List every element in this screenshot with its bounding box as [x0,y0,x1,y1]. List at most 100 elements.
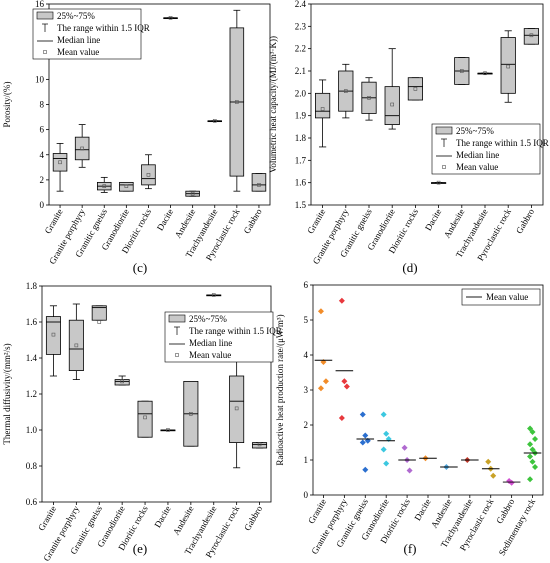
y-tick-label: 2.1 [295,66,306,76]
panel-label: (e) [133,541,147,556]
data-point [362,432,369,439]
legend-label: Median line [456,150,499,160]
y-tick-label: 0.6 [26,497,38,507]
mean-marker [436,180,441,185]
legend-label: Mean value [456,162,498,172]
y-tick-label: 1.2 [26,389,37,399]
y-tick-label: 6 [40,125,45,135]
legend-mean-swatch [442,165,446,169]
iqr-box [251,173,267,192]
y-tick-label: 10 [35,74,45,84]
iqr-box [52,153,68,172]
data-point [317,385,324,392]
mean-marker [413,87,418,91]
y-tick-label: 2 [40,175,45,185]
mean-marker [120,379,124,384]
box-8 [500,30,516,103]
mean-marker [257,442,262,447]
legend-label: Mean value [57,47,99,57]
x-category-label: Granite [36,504,58,532]
data-point [527,476,534,483]
legend-mean-swatch [43,50,47,54]
data-point [406,467,413,474]
iqr-box [74,136,90,161]
legend-label: The range within 1.5 IQR [189,326,282,336]
box-5 [431,180,447,185]
x-category-label: Granite [306,497,328,525]
y-tick-label: 0 [40,200,45,210]
y-tick-label: 4 [304,350,309,360]
x-category-label: Gabbro [494,497,516,526]
box-3 [119,181,134,192]
chart-panel-2: 1.5 1.6 1.7 1.8 1.9 2.0 2.1 2.2 2.3 2.4 Volumetric… [268,0,549,275]
data-point [322,378,329,385]
panel-label: (f) [404,541,417,556]
mean-marker [166,428,170,432]
box-2 [96,176,112,193]
iqr-box [500,37,516,94]
box-8 [229,9,245,192]
iqr-box [141,164,156,186]
x-category-label: Gabbro [242,207,264,236]
data-point [527,453,534,460]
mean-marker [390,102,395,107]
x-category-label: Dacite [412,497,432,522]
mean-marker [124,184,129,188]
legend: 25%~75% The range within 1.5 IQR Median li… [164,311,282,363]
mean-marker [51,332,56,337]
iqr-box [315,92,331,119]
mean-marker [459,69,464,73]
box-5 [160,428,176,432]
box-1 [338,63,354,119]
data-point [529,429,536,435]
mean-marker [146,173,151,177]
data-point [341,378,348,385]
iqr-box [114,379,130,386]
series-1 [335,297,354,421]
y-tick-label: 2 [304,420,309,430]
mean-marker [97,320,102,324]
plot-frame [310,3,544,206]
box-2 [361,77,377,121]
data-point [383,430,390,437]
box-0 [315,79,331,148]
y-tick-label: 8 [40,100,45,110]
data-point [338,415,345,421]
box-6 [454,57,470,85]
x-category-label: Granite [305,207,327,235]
chart-panel-3: 0.6 0.8 1.0 1.2 1.4 1.6 1.8 Thermal diffusivity… [2,281,282,563]
iqr-box [229,375,245,443]
iqr-box [91,305,107,321]
data-point [380,411,387,418]
y-tick-label: 1.8 [295,133,307,143]
y-tick-label: 1 [304,455,309,465]
data-point [338,297,345,304]
mean-marker [211,293,216,297]
mean-marker [343,89,348,93]
box-1 [74,124,90,168]
box-4 [137,400,153,438]
box-0 [45,305,61,377]
box-3 [114,375,130,386]
y-tick-label: 1.4 [26,353,38,363]
series-8 [481,458,500,479]
legend-label: 25%~75% [57,11,95,21]
y-tick-label: 1.5 [295,200,307,210]
y-tick-label: 1.8 [26,281,38,291]
legend-label: The range within 1.5 IQR [57,23,150,33]
legend-label: 25%~75% [189,314,227,324]
mean-marker [189,411,193,416]
x-category-label: Granite [43,207,65,235]
x-category-label: Andesite [171,504,196,537]
data-point [529,458,536,465]
mean-marker [529,33,534,38]
iqr-box [523,28,539,45]
box-1 [68,303,84,381]
series-5 [419,455,437,462]
legend-label: Mean value [189,350,231,360]
series-2 [356,411,375,473]
y-axis-title: Thermal diffusivity/(mm²/s) [2,343,12,444]
series-4 [398,444,416,474]
data-point [317,308,324,315]
